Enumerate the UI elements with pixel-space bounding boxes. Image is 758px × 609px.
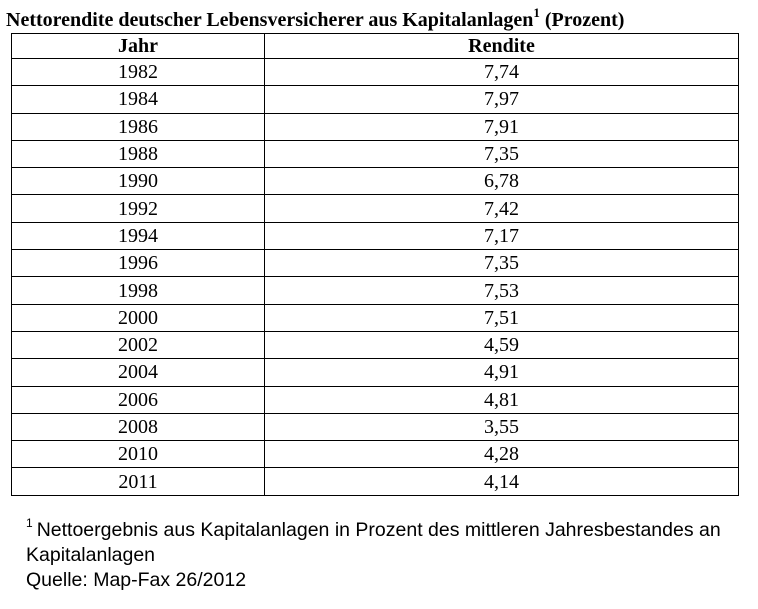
table-row: 1994 7,17 <box>11 221 739 251</box>
cell-return: 6,78 <box>264 167 739 196</box>
cell-return: 7,35 <box>264 139 739 169</box>
table-row: 1986 7,91 <box>11 112 739 141</box>
table-row: 2008 3,55 <box>11 412 739 442</box>
table-row: 1996 7,35 <box>11 249 739 278</box>
cell-return: 4,28 <box>264 440 739 469</box>
table-title: Nettorendite deutscher Lebensversicherer… <box>6 6 625 31</box>
cell-return: 7,91 <box>264 112 739 141</box>
cell-return: 3,55 <box>264 412 739 442</box>
cell-year: 2008 <box>11 412 265 442</box>
cell-year: 1982 <box>11 57 265 87</box>
cell-return: 4,81 <box>264 385 739 414</box>
table-row: 2004 4,91 <box>11 358 739 387</box>
cell-year: 2004 <box>11 358 265 387</box>
cell-return: 7,51 <box>264 303 739 332</box>
title-unit: (Prozent) <box>544 9 625 31</box>
cell-year: 1988 <box>11 139 265 169</box>
returns-table: Jahr Rendite 1982 7,74 1984 7,97 1986 7,91 198… <box>11 33 739 496</box>
table-row: 1984 7,97 <box>11 85 739 114</box>
cell-year: 1992 <box>11 194 265 223</box>
cell-return: 4,14 <box>264 467 739 496</box>
cell-year: 1996 <box>11 249 265 278</box>
cell-return: 4,59 <box>264 330 739 360</box>
cell-year: 2011 <box>11 467 265 496</box>
footnote-source: Quelle: Map-Fax 26/2012 <box>26 569 247 591</box>
header-year: Jahr <box>11 33 265 59</box>
table-row: 1998 7,53 <box>11 276 739 305</box>
footnote-text-1: Nettoergebnis aus Kapitalanlagen in Proz… <box>36 519 721 541</box>
cell-return: 4,91 <box>264 358 739 387</box>
footnote-mark: 1 <box>26 515 33 530</box>
cell-year: 1986 <box>11 112 265 141</box>
cell-year: 2000 <box>11 303 265 332</box>
cell-return: 7,74 <box>264 57 739 87</box>
footnote-text-2: Kapitalanlagen <box>26 544 156 566</box>
table-row: 2000 7,51 <box>11 303 739 332</box>
cell-year: 2010 <box>11 440 265 469</box>
table-body: 1982 7,74 1984 7,97 1986 7,91 1988 7,35 1990 6,78… <box>11 57 739 496</box>
cell-return: 7,35 <box>264 249 739 278</box>
header-return: Rendite <box>264 33 739 59</box>
cell-year: 1994 <box>11 221 265 251</box>
cell-year: 1998 <box>11 276 265 305</box>
table-row: 2002 4,59 <box>11 330 739 360</box>
table-row: 1982 7,74 <box>11 57 739 87</box>
cell-return: 7,97 <box>264 85 739 114</box>
footnote-line-1: 1 Nettoergebnis aus Kapitalanlagen in Pro… <box>26 515 754 543</box>
table-header-row: Jahr Rendite <box>11 33 739 59</box>
table-row: 2006 4,81 <box>11 385 739 414</box>
cell-return: 7,42 <box>264 194 739 223</box>
cell-return: 7,53 <box>264 276 739 305</box>
cell-year: 2002 <box>11 330 265 360</box>
cell-year: 1990 <box>11 167 265 196</box>
cell-return: 7,17 <box>264 221 739 251</box>
title-text: Nettorendite deutscher Lebensversicherer… <box>6 9 534 31</box>
footnote: 1 Nettoergebnis aus Kapitalanlagen in Pro… <box>26 515 754 593</box>
cell-year: 2006 <box>11 385 265 414</box>
table-row: 1992 7,42 <box>11 194 739 223</box>
title-footnote-mark: 1 <box>533 5 540 21</box>
table-row: 1988 7,35 <box>11 139 739 169</box>
table-row: 1990 6,78 <box>11 167 739 196</box>
table-row: 2011 4,14 <box>11 467 739 496</box>
cell-year: 1984 <box>11 85 265 114</box>
table-row: 2010 4,28 <box>11 440 739 469</box>
